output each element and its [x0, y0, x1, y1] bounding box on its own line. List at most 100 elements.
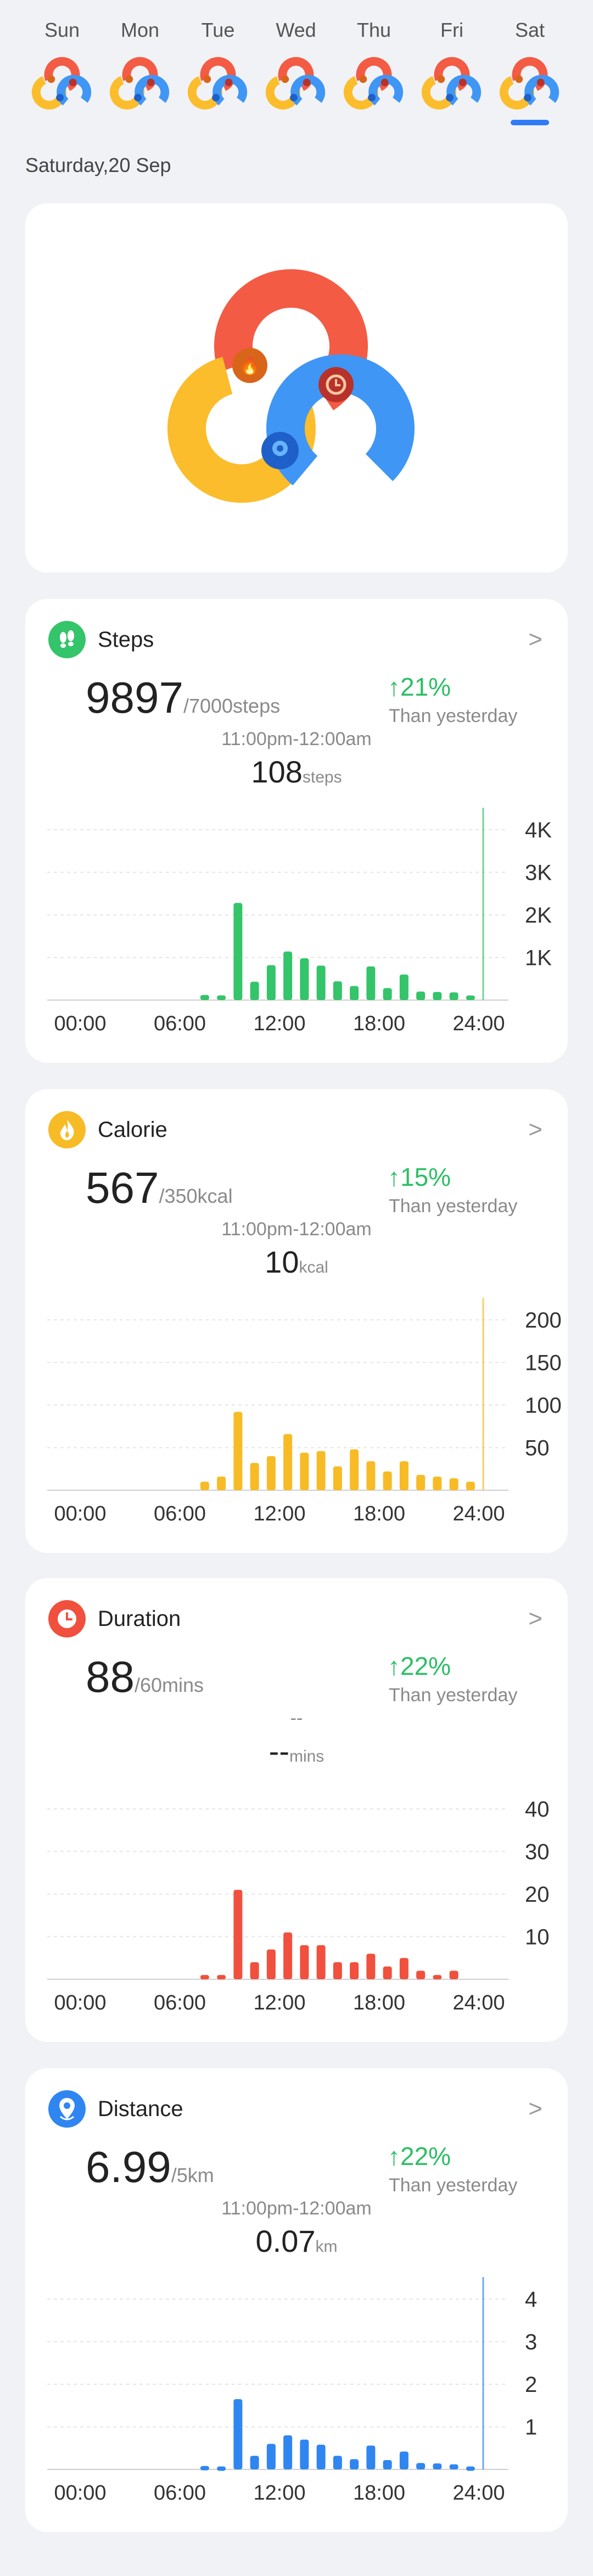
bar-hour-20: [416, 2463, 426, 2469]
x-tick-label: 00:00: [54, 1991, 106, 2014]
bar-hour-9: [233, 1890, 243, 1979]
bar-hour-22: [449, 1478, 458, 1490]
x-tick-label: 12:00: [253, 1502, 305, 1525]
selected-value: 108steps: [25, 753, 568, 800]
bar-hour-14: [316, 1451, 326, 1490]
chevron-right-icon[interactable]: >: [528, 1116, 542, 1143]
distance-chart[interactable]: 1 2 3 4 00:00 06:00 12:00 18:00 24:00: [47, 2277, 552, 2508]
y-tick-label: 3K: [525, 861, 552, 885]
bar-hour-11: [266, 1949, 276, 1979]
bar-hour-18: [383, 1966, 392, 1979]
x-tick-label: 24:00: [452, 1991, 505, 2014]
calorie-title: Calorie: [98, 1118, 167, 1142]
selected-unit: km: [315, 2238, 338, 2256]
bar-hour-13: [300, 958, 309, 1000]
y-tick-label: 2K: [525, 903, 552, 928]
bar-hour-7: [200, 1481, 209, 1490]
bar-hour-17: [366, 1953, 376, 1979]
total-value: 9897: [86, 673, 183, 722]
steps-title: Steps: [98, 628, 154, 652]
bar-hour-12: [283, 2435, 293, 2469]
x-tick-label: 00:00: [54, 1012, 106, 1035]
selected-time-range: 11:00pm-12:00am: [221, 2198, 372, 2219]
day-rings-icon: [31, 57, 92, 110]
y-tick-label: 200: [525, 1308, 562, 1333]
bar-hour-11: [266, 1456, 276, 1490]
y-tick-label: 2: [525, 2373, 537, 2397]
bar-hour-23: [466, 995, 475, 1000]
bar-hour-20: [416, 991, 426, 1000]
bar-hour-11: [266, 2444, 276, 2469]
selected-unit: mins: [289, 1747, 325, 1766]
activity-rings-card[interactable]: 🔥: [25, 203, 568, 573]
delta-value: 22%: [400, 2142, 451, 2170]
bar-hour-22: [449, 992, 458, 1000]
day-wed[interactable]: Wed: [260, 16, 332, 114]
selected-value: 0.07km: [25, 2222, 568, 2269]
bar-hour-22: [449, 1970, 458, 1979]
delta-caption: Than yesterday: [389, 2175, 518, 2196]
bar-hour-9: [233, 1412, 243, 1490]
bar-hour-15: [333, 1962, 342, 1979]
selected-time-range: 11:00pm-12:00am: [221, 729, 372, 750]
day-thu[interactable]: Thu: [338, 16, 410, 114]
day-sun[interactable]: Sun: [26, 16, 98, 114]
bar-hour-14: [316, 1945, 326, 1979]
selected-number: 10: [265, 1245, 299, 1279]
day-sat[interactable]: Sat: [494, 16, 566, 114]
bar-hour-23: [466, 1481, 475, 1490]
bar-hour-20: [416, 1475, 426, 1490]
distance-title: Distance: [98, 2097, 183, 2121]
distance-card[interactable]: Distance >6.99/5km ↑22% Than yesterday 11:00…: [25, 2068, 568, 2532]
bar-hour-21: [433, 1975, 442, 1980]
selected-time-range: --: [290, 1708, 303, 1729]
selected-number: 108: [251, 754, 303, 789]
chevron-right-icon[interactable]: >: [528, 626, 542, 653]
calorie-card[interactable]: Calorie >567/350kcal ↑15% Than yesterday 11:…: [25, 1089, 568, 1553]
bar-hour-8: [217, 995, 226, 1000]
x-tick-label: 24:00: [452, 1502, 505, 1525]
delta-value: 22%: [400, 1652, 451, 1680]
total-value: 6.99: [86, 2142, 171, 2191]
x-tick-label: 06:00: [154, 1012, 206, 1035]
calorie-chart[interactable]: 50 100 150 200 00:00 06:00 12:00 18:00 24:00: [47, 1298, 562, 1529]
duration-title: Duration: [98, 1607, 181, 1631]
y-tick-label: 40: [525, 1797, 550, 1822]
bar-chart: 50 100 150 200 00:00 06:00 12:00 18:00 24:00: [47, 1298, 562, 1525]
delta-indicator: ↑22%: [388, 2140, 451, 2173]
bar-hour-19: [399, 974, 409, 1000]
day-fri[interactable]: Fri: [416, 16, 488, 114]
bar-hour-21: [433, 992, 442, 1000]
x-tick-label: 06:00: [154, 1991, 206, 2014]
arrow-up-icon: ↑: [388, 1163, 400, 1191]
bar-hour-22: [449, 2464, 458, 2469]
bar-hour-16: [350, 1962, 359, 1979]
arrow-up-icon: ↑: [388, 2142, 400, 2170]
bar-hour-12: [283, 1434, 293, 1490]
selected-value: 10kcal: [25, 1243, 568, 1290]
bar-chart: 10 20 30 40 00:00 06:00 12:00 18:00 24:00: [47, 1797, 550, 2014]
selected-day-indicator: [511, 120, 549, 125]
delta-indicator: ↑15%: [388, 1161, 451, 1193]
goal-text: /60mins: [134, 1674, 204, 1696]
steps-chart[interactable]: 1K 2K 3K 4K 00:00 06:00 12:00 18:00 24:00: [47, 808, 552, 1039]
duration-chart[interactable]: 10 20 30 40 00:00 06:00 12:00 18:00 24:00: [47, 1787, 552, 2018]
day-tue[interactable]: Tue: [182, 16, 254, 114]
bar-hour-18: [383, 2460, 392, 2469]
bar-hour-16: [350, 1449, 359, 1490]
bar-hour-13: [300, 2439, 309, 2469]
chevron-right-icon[interactable]: >: [528, 2095, 542, 2122]
day-mon[interactable]: Mon: [104, 16, 176, 114]
duration-card[interactable]: Duration >88/60mins ↑22% Than yesterday -- --…: [25, 1578, 568, 2042]
chevron-right-icon[interactable]: >: [528, 1605, 542, 1632]
bar-hour-15: [333, 981, 342, 1000]
delta-caption: Than yesterday: [389, 1196, 518, 1217]
day-label: Mon: [120, 19, 160, 41]
steps-card[interactable]: Steps >9897/7000steps ↑21% Than yesterday 11…: [25, 599, 568, 1063]
bar-hour-17: [366, 1461, 376, 1490]
bar-hour-9: [233, 2399, 243, 2469]
x-tick-label: 00:00: [54, 1502, 106, 1525]
bar-hour-13: [300, 1945, 309, 1979]
goal-text: /5km: [171, 2164, 214, 2186]
bar-hour-11: [266, 965, 276, 1000]
